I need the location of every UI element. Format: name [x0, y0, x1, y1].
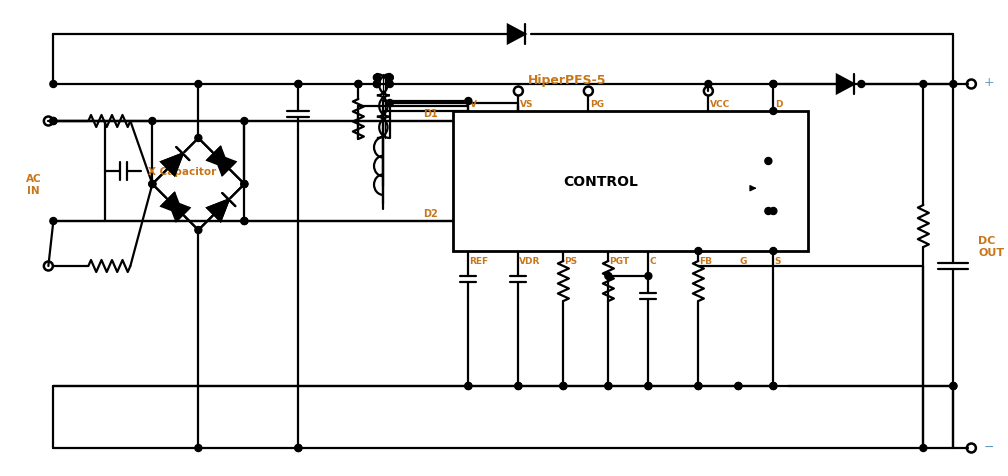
- Circle shape: [195, 227, 202, 234]
- Text: REF: REF: [470, 257, 489, 266]
- Text: X Capacitor: X Capacitor: [148, 167, 217, 177]
- Circle shape: [149, 181, 156, 188]
- Polygon shape: [208, 148, 229, 169]
- Circle shape: [645, 273, 652, 280]
- Circle shape: [295, 445, 301, 452]
- Circle shape: [515, 383, 522, 390]
- Text: VCC: VCC: [711, 100, 731, 109]
- Circle shape: [373, 75, 380, 82]
- Circle shape: [195, 135, 202, 142]
- Circle shape: [373, 81, 380, 89]
- Circle shape: [735, 383, 742, 390]
- Circle shape: [735, 383, 742, 390]
- Circle shape: [241, 181, 248, 188]
- Circle shape: [559, 383, 566, 390]
- Circle shape: [770, 108, 777, 115]
- Text: −: −: [984, 439, 994, 453]
- Circle shape: [950, 81, 957, 89]
- Circle shape: [195, 445, 202, 452]
- Circle shape: [241, 218, 248, 225]
- Text: S: S: [774, 257, 781, 266]
- Text: D2: D2: [423, 208, 438, 218]
- Circle shape: [765, 158, 772, 165]
- Circle shape: [645, 383, 652, 390]
- Circle shape: [705, 81, 712, 89]
- Polygon shape: [161, 194, 182, 215]
- Circle shape: [465, 383, 472, 390]
- Circle shape: [241, 181, 248, 188]
- Circle shape: [515, 383, 522, 390]
- Circle shape: [695, 383, 702, 390]
- Text: PG: PG: [591, 100, 605, 109]
- Text: C: C: [649, 257, 656, 266]
- Text: V: V: [471, 100, 478, 109]
- Circle shape: [49, 118, 56, 125]
- Text: DC
OUT: DC OUT: [979, 236, 1005, 257]
- Circle shape: [373, 81, 380, 89]
- FancyBboxPatch shape: [454, 112, 808, 251]
- Circle shape: [920, 81, 927, 89]
- Polygon shape: [208, 200, 229, 221]
- Circle shape: [386, 81, 393, 89]
- Circle shape: [920, 445, 927, 452]
- Text: FB: FB: [700, 257, 713, 266]
- Text: AC
IN: AC IN: [25, 174, 41, 195]
- Circle shape: [355, 81, 362, 89]
- Text: +: +: [984, 76, 994, 89]
- Circle shape: [295, 445, 301, 452]
- Circle shape: [645, 383, 652, 390]
- Circle shape: [950, 383, 957, 390]
- Circle shape: [465, 383, 472, 390]
- Circle shape: [49, 81, 56, 89]
- Text: VDR: VDR: [519, 257, 540, 266]
- Polygon shape: [168, 200, 190, 221]
- Circle shape: [605, 273, 612, 280]
- Circle shape: [295, 81, 301, 89]
- Circle shape: [241, 118, 248, 125]
- Circle shape: [386, 100, 393, 107]
- Circle shape: [386, 75, 393, 82]
- Polygon shape: [161, 154, 182, 176]
- Circle shape: [605, 383, 612, 390]
- Circle shape: [241, 218, 248, 225]
- Circle shape: [465, 98, 472, 105]
- Text: D: D: [775, 100, 783, 109]
- Text: D1: D1: [423, 109, 438, 119]
- Circle shape: [770, 383, 777, 390]
- Circle shape: [770, 208, 777, 215]
- Circle shape: [770, 383, 777, 390]
- Polygon shape: [837, 76, 854, 94]
- Circle shape: [695, 383, 702, 390]
- Circle shape: [355, 81, 362, 89]
- Circle shape: [149, 181, 156, 188]
- Circle shape: [695, 248, 702, 255]
- Polygon shape: [208, 200, 229, 221]
- Circle shape: [149, 118, 156, 125]
- Text: G: G: [739, 257, 747, 266]
- Circle shape: [295, 81, 301, 89]
- Circle shape: [49, 118, 56, 125]
- Text: PS: PS: [564, 257, 578, 266]
- Circle shape: [49, 218, 56, 225]
- Circle shape: [559, 383, 566, 390]
- Text: CONTROL: CONTROL: [563, 175, 638, 188]
- Circle shape: [195, 81, 202, 89]
- Circle shape: [605, 383, 612, 390]
- Circle shape: [770, 81, 777, 89]
- Circle shape: [765, 208, 772, 215]
- Circle shape: [770, 248, 777, 255]
- Circle shape: [858, 81, 865, 89]
- Text: HiperPFS-5: HiperPFS-5: [528, 74, 607, 87]
- Polygon shape: [214, 154, 235, 176]
- Polygon shape: [508, 26, 525, 44]
- Text: VS: VS: [520, 100, 534, 109]
- Circle shape: [950, 383, 957, 390]
- Circle shape: [770, 81, 777, 89]
- Text: PGT: PGT: [610, 257, 629, 266]
- Polygon shape: [161, 154, 182, 176]
